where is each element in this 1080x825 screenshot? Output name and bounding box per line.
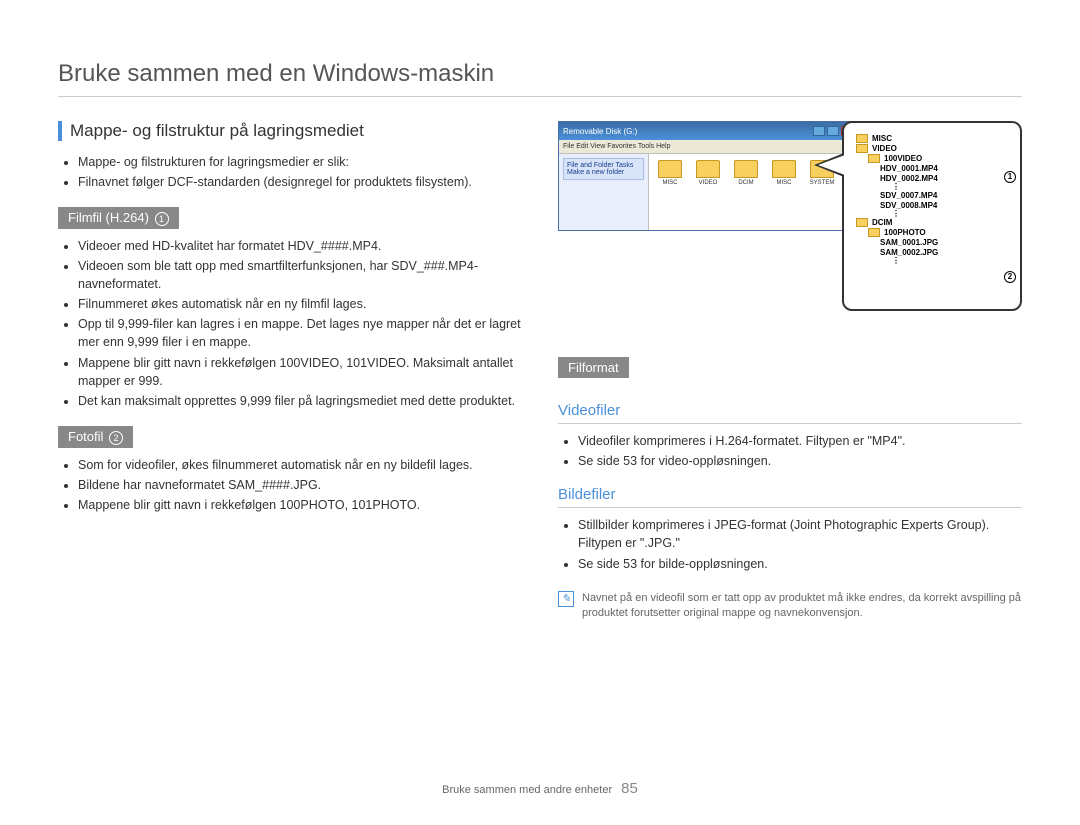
tree-file: SAM_0002.JPG bbox=[880, 248, 938, 257]
fotofil-badge: Fotofil 2 bbox=[58, 426, 133, 448]
folder-icon bbox=[856, 218, 868, 227]
tree-video: VIDEO bbox=[872, 144, 897, 153]
illustration-area: Removable Disk (G:) File Edit View Favor… bbox=[558, 121, 1022, 331]
folder-icon bbox=[856, 134, 868, 143]
intro-item: Mappe- og filstrukturen for lagringsmedi… bbox=[78, 153, 522, 171]
folder-icon bbox=[658, 160, 682, 178]
task-title: File and Folder Tasks bbox=[567, 162, 640, 169]
explorer-title-text: Removable Disk (G:) bbox=[563, 127, 637, 136]
tree-misc: MISC bbox=[872, 134, 892, 143]
filformat-badge: Filformat bbox=[558, 357, 629, 378]
marker-1-icon: 1 bbox=[155, 212, 169, 226]
intro-item: Filnavnet følger DCF-standarden (designr… bbox=[78, 173, 522, 191]
list-item: Videoen som ble tatt opp med smartfilter… bbox=[78, 257, 522, 293]
explorer-sidebar: File and Folder Tasks Make a new folder bbox=[559, 154, 649, 230]
tree-file: SAM_0001.JPG bbox=[880, 238, 938, 247]
filmfil-badge: Filmfil (H.264) 1 bbox=[58, 207, 179, 229]
left-column: Mappe- og filstruktur på lagringsmediet … bbox=[58, 121, 522, 621]
videofiler-list: Videofiler komprimeres i H.264-formatet.… bbox=[558, 432, 1022, 470]
folder-item: MISC bbox=[769, 160, 799, 224]
note-icon: ✎ bbox=[558, 591, 574, 607]
folder-item: DCIM bbox=[731, 160, 761, 224]
list-item: Filnummeret økes automatisk når en ny fi… bbox=[78, 295, 522, 313]
list-item: Se side 53 for video-oppløsningen. bbox=[578, 452, 1022, 470]
page-title: Bruke sammen med en Windows-maskin bbox=[58, 60, 1022, 97]
ellipsis-icon: ⋮ bbox=[892, 211, 1008, 217]
list-item: Videoer med HD-kvalitet har formatet HDV… bbox=[78, 237, 522, 255]
tree-dcim: DCIM bbox=[872, 218, 892, 227]
folder-icon bbox=[772, 160, 796, 178]
list-item: Mappene blir gitt navn i rekkefølgen 100… bbox=[78, 354, 522, 390]
bildefiler-list: Stillbilder komprimeres i JPEG-format (J… bbox=[558, 516, 1022, 572]
right-column: Removable Disk (G:) File Edit View Favor… bbox=[558, 121, 1022, 621]
explorer-titlebar: Removable Disk (G:) bbox=[559, 122, 857, 140]
task-item: Make a new folder bbox=[567, 169, 640, 176]
list-item: Mappene blir gitt navn i rekkefølgen 100… bbox=[78, 496, 522, 514]
page-number: 85 bbox=[621, 780, 638, 797]
videofiler-heading: Videofiler bbox=[558, 402, 1022, 424]
note-row: ✎ Navnet på en videofil som er tatt opp … bbox=[558, 591, 1022, 622]
tree-marker-1: 1 bbox=[1004, 171, 1016, 183]
list-item: Det kan maksimalt opprettes 9,999 filer … bbox=[78, 392, 522, 410]
folder-item: MISC bbox=[655, 160, 685, 224]
tree-100photo: 100PHOTO bbox=[884, 228, 926, 237]
folder-icon bbox=[696, 160, 720, 178]
list-item: Bildene har navneformatet SAM_####.JPG. bbox=[78, 476, 522, 494]
folder-icon bbox=[734, 160, 758, 178]
tree-marker-2: 2 bbox=[1004, 271, 1016, 283]
list-item: Videofiler komprimeres i H.264-formatet.… bbox=[578, 432, 1022, 450]
list-item: Stillbilder komprimeres i JPEG-format (J… bbox=[578, 516, 1022, 552]
file-tree-callout: MISC VIDEO 100VIDEO HDV_0001.MP4 HDV_000… bbox=[842, 121, 1022, 311]
filmfil-list: Videoer med HD-kvalitet har formatet HDV… bbox=[58, 237, 522, 410]
tree-file: SDV_0008.MP4 bbox=[880, 201, 937, 210]
folder-icon bbox=[856, 144, 868, 153]
list-item: Opp til 9,999-filer kan lagres i en mapp… bbox=[78, 315, 522, 351]
ellipsis-icon: ⋮ bbox=[892, 184, 1008, 190]
section-title: Mappe- og filstruktur på lagringsmediet bbox=[58, 121, 522, 141]
fotofil-label: Fotofil bbox=[68, 429, 103, 444]
task-panel: File and Folder Tasks Make a new folder bbox=[563, 158, 644, 180]
tree-file: HDV_0002.MP4 bbox=[880, 174, 938, 183]
fotofil-list: Som for videofiler, økes filnummeret aut… bbox=[58, 456, 522, 514]
folder-icon bbox=[868, 228, 880, 237]
footer-text: Bruke sammen med andre enheter bbox=[442, 784, 612, 796]
folder-item: VIDEO bbox=[693, 160, 723, 224]
note-text: Navnet på en videofil som er tatt opp av… bbox=[582, 591, 1022, 622]
explorer-window: Removable Disk (G:) File Edit View Favor… bbox=[558, 121, 858, 231]
list-item: Se side 53 for bilde-oppløsningen. bbox=[578, 555, 1022, 573]
maximize-icon bbox=[827, 126, 839, 136]
tree-file: HDV_0001.MP4 bbox=[880, 164, 938, 173]
tree-100video: 100VIDEO bbox=[884, 154, 922, 163]
ellipsis-icon: ⋮ bbox=[892, 258, 1008, 264]
minimize-icon bbox=[813, 126, 825, 136]
marker-2-icon: 2 bbox=[109, 431, 123, 445]
page-footer: Bruke sammen med andre enheter 85 bbox=[0, 780, 1080, 797]
explorer-menu: File Edit View Favorites Tools Help bbox=[559, 140, 857, 154]
list-item: Som for videofiler, økes filnummeret aut… bbox=[78, 456, 522, 474]
folder-icon bbox=[868, 154, 880, 163]
filmfil-label: Filmfil (H.264) bbox=[68, 210, 149, 225]
intro-list: Mappe- og filstrukturen for lagringsmedi… bbox=[58, 153, 522, 191]
bildefiler-heading: Bildefiler bbox=[558, 486, 1022, 508]
tree-file: SDV_0007.MP4 bbox=[880, 191, 937, 200]
